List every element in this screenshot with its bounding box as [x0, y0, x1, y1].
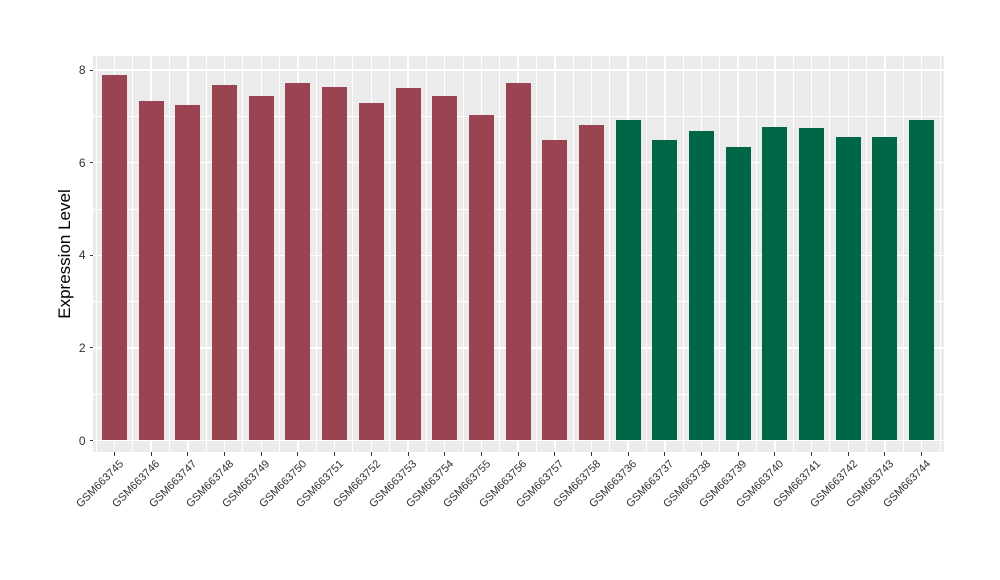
gridline-minor-v [279, 56, 281, 452]
gridline-minor-v [646, 56, 647, 452]
gridline-minor-v [389, 56, 391, 452]
x-axis-tick-mark [627, 452, 629, 456]
y-axis-tick-mark [89, 69, 93, 71]
x-axis-tick-mark [150, 452, 152, 456]
y-axis-tick-label: 4 [78, 248, 86, 263]
x-axis-tick-mark [590, 452, 592, 456]
bar-GSM663746 [138, 100, 164, 441]
x-axis-tick-mark [847, 452, 849, 456]
bar-GSM663748 [212, 84, 238, 441]
gridline-minor-v [939, 56, 941, 452]
gridline-minor-v [95, 56, 97, 452]
x-axis-tick-mark [737, 452, 739, 456]
x-axis-tick-mark [444, 452, 446, 456]
x-axis-tick-mark [811, 452, 813, 456]
gridline-minor-v [792, 56, 794, 452]
bar-GSM663756 [505, 82, 531, 441]
gridline-minor-v [352, 56, 354, 452]
gridline-minor-v [902, 56, 904, 452]
y-axis-tick-mark [89, 440, 93, 441]
x-axis-tick-mark [370, 452, 372, 456]
gridline-minor-v [132, 56, 134, 452]
gridline-minor-v [499, 56, 501, 452]
bar-GSM663757 [542, 139, 568, 441]
bar-GSM663745 [102, 74, 127, 441]
plot-panel [93, 56, 944, 452]
y-axis-tick-mark [89, 254, 93, 256]
y-axis-tick-label: 6 [78, 155, 86, 170]
bar-GSM663747 [175, 104, 201, 441]
gridline-minor-v [242, 56, 244, 452]
x-axis-tick-mark [480, 452, 482, 456]
x-axis-tick-mark [664, 452, 666, 456]
gridline-minor-v [535, 56, 537, 452]
x-axis-tick-mark [334, 452, 336, 456]
bar-GSM663743 [872, 136, 898, 441]
bar-GSM663751 [322, 86, 348, 441]
x-axis-tick-mark [187, 452, 189, 456]
x-axis-tick-mark [701, 452, 703, 456]
x-axis-tick-mark [921, 452, 923, 456]
gridline-minor-v [829, 56, 831, 452]
bar-GSM663752 [358, 103, 384, 441]
bar-GSM663739 [725, 147, 751, 441]
y-axis-tick-mark [89, 347, 93, 349]
y-axis-tick-label: 8 [78, 63, 86, 78]
bar-GSM663755 [468, 115, 494, 441]
x-axis-tick-mark [224, 452, 226, 456]
x-axis-tick-mark [114, 452, 115, 456]
gridline-minor-v [462, 56, 464, 452]
gridline-minor-v [315, 56, 317, 452]
gridline-minor-v [205, 56, 207, 452]
gridline-minor-v [169, 56, 171, 452]
bar-GSM663737 [652, 139, 678, 441]
bar-GSM663754 [432, 95, 458, 441]
gridline-minor-v [609, 56, 611, 452]
bar-GSM663736 [615, 120, 641, 441]
gridline-minor-v [572, 56, 574, 452]
gridline-minor-v [682, 56, 684, 452]
gridline-minor-v [756, 56, 758, 452]
bar-GSM663738 [689, 131, 715, 441]
x-axis-tick-mark [407, 452, 409, 456]
gridline-minor-v [425, 56, 427, 452]
gridline-minor-v [719, 56, 721, 452]
bar-GSM663749 [248, 95, 274, 441]
bar-GSM663741 [799, 127, 825, 441]
x-axis-tick-mark [774, 452, 776, 456]
x-axis-tick-mark [554, 452, 556, 456]
bar-GSM663758 [578, 124, 604, 441]
y-axis-tick-label: 2 [78, 340, 86, 355]
x-axis-tick-mark [884, 452, 886, 456]
bar-GSM663742 [835, 137, 861, 441]
y-axis-tick-label: 0 [78, 433, 86, 448]
bar-GSM663753 [395, 87, 421, 441]
x-axis-tick-mark [260, 452, 262, 456]
bar-GSM663744 [909, 120, 935, 441]
gridline-minor-v [866, 56, 868, 452]
y-axis-tick-mark [89, 162, 93, 164]
x-axis-tick-mark [297, 452, 299, 456]
bar-GSM663750 [285, 83, 311, 441]
bar-GSM663740 [762, 127, 788, 441]
x-axis-tick-mark [517, 452, 519, 456]
